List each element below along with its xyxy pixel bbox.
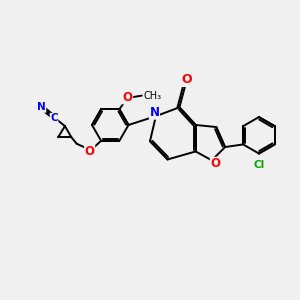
Text: CH₃: CH₃ (144, 91, 162, 100)
Text: N: N (37, 102, 46, 112)
Text: O: O (123, 91, 133, 104)
Text: Cl: Cl (253, 160, 265, 170)
Text: O: O (85, 145, 94, 158)
Text: C: C (50, 113, 58, 123)
Text: O: O (210, 157, 220, 170)
Text: N: N (149, 106, 159, 119)
Text: O: O (182, 74, 192, 86)
